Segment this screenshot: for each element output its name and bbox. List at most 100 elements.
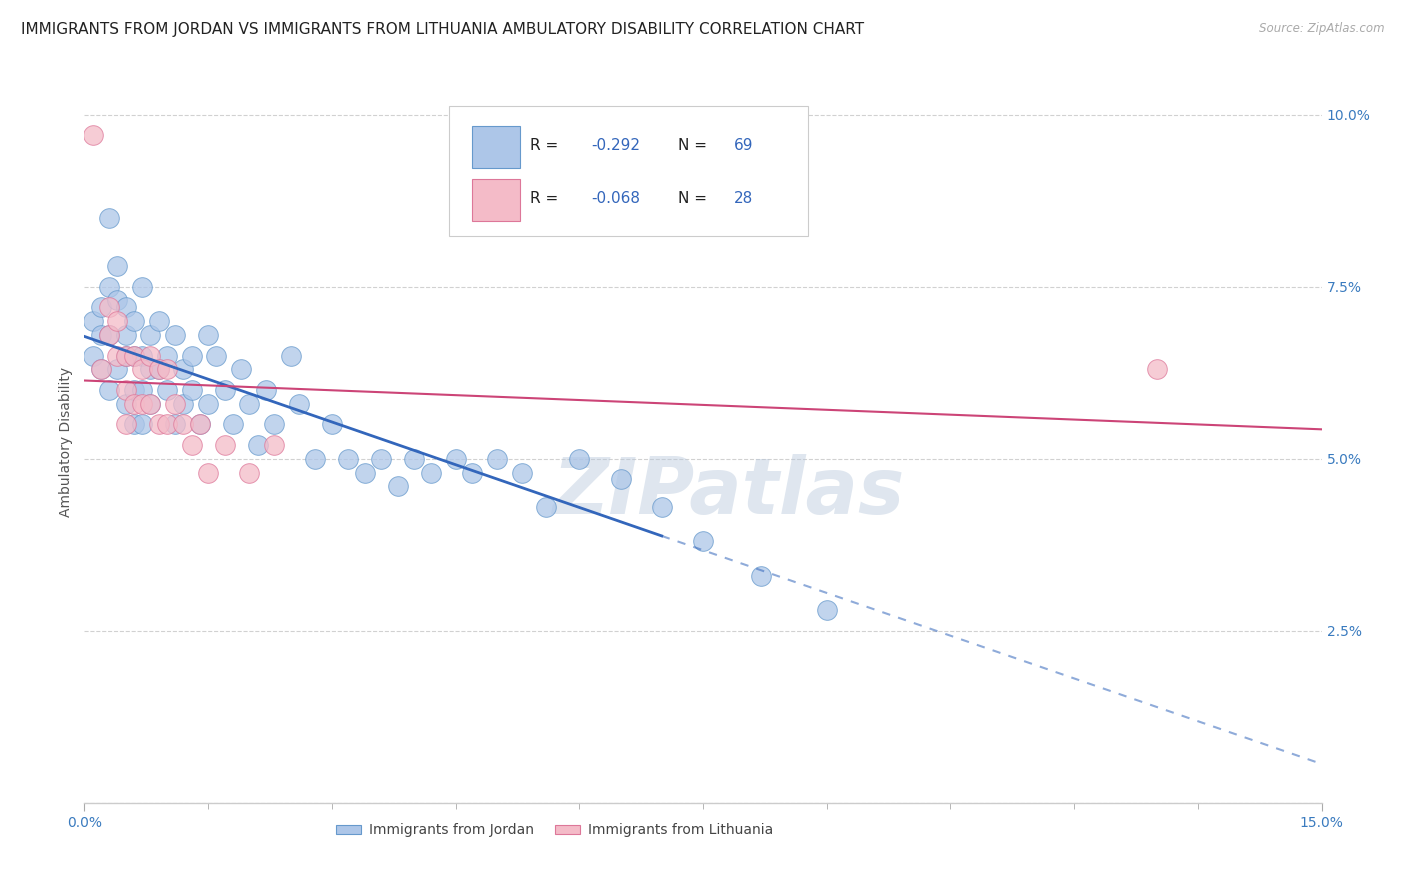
Point xyxy=(105,349,128,363)
Point xyxy=(1146,362,1168,376)
Text: 69: 69 xyxy=(734,137,754,153)
Point xyxy=(114,301,136,315)
Point xyxy=(82,314,104,328)
Point xyxy=(114,349,136,363)
Point xyxy=(98,327,121,342)
Point xyxy=(90,301,112,315)
Point xyxy=(280,349,302,363)
Point xyxy=(815,603,838,617)
Point xyxy=(749,568,772,582)
Point xyxy=(337,451,360,466)
Point xyxy=(238,466,260,480)
Point xyxy=(114,397,136,411)
Point xyxy=(214,383,236,397)
Point xyxy=(131,397,153,411)
Point xyxy=(172,362,194,376)
Text: 28: 28 xyxy=(734,191,754,205)
Point xyxy=(353,466,375,480)
Point xyxy=(114,383,136,397)
Point xyxy=(165,327,187,342)
Point xyxy=(139,397,162,411)
Point xyxy=(263,438,285,452)
Point xyxy=(98,211,121,225)
Point xyxy=(98,279,121,293)
Point xyxy=(122,383,145,397)
Point xyxy=(156,417,179,432)
Point xyxy=(122,349,145,363)
Point xyxy=(197,327,219,342)
Point xyxy=(98,383,121,397)
FancyBboxPatch shape xyxy=(450,105,808,235)
Text: R =: R = xyxy=(530,137,562,153)
Point xyxy=(82,349,104,363)
Point xyxy=(180,349,202,363)
Point xyxy=(419,466,441,480)
Point xyxy=(148,314,170,328)
Point xyxy=(122,397,145,411)
Text: R =: R = xyxy=(530,191,562,205)
FancyBboxPatch shape xyxy=(471,178,520,221)
Point xyxy=(304,451,326,466)
Legend: Immigrants from Jordan, Immigrants from Lithuania: Immigrants from Jordan, Immigrants from … xyxy=(330,818,779,843)
Point xyxy=(692,534,714,549)
Point xyxy=(288,397,311,411)
Point xyxy=(214,438,236,452)
Point xyxy=(238,397,260,411)
Point xyxy=(651,500,673,514)
Point xyxy=(82,128,104,143)
Point xyxy=(156,362,179,376)
Point xyxy=(197,397,219,411)
Point xyxy=(114,417,136,432)
Point xyxy=(165,397,187,411)
Point xyxy=(114,349,136,363)
Point xyxy=(98,301,121,315)
Point xyxy=(156,383,179,397)
Point xyxy=(536,500,558,514)
Point xyxy=(131,279,153,293)
Point xyxy=(90,362,112,376)
Point xyxy=(105,259,128,273)
Point xyxy=(387,479,409,493)
Point xyxy=(485,451,508,466)
Point xyxy=(404,451,426,466)
Point xyxy=(131,417,153,432)
Text: -0.292: -0.292 xyxy=(592,137,641,153)
Point xyxy=(461,466,484,480)
Point xyxy=(105,293,128,308)
Point xyxy=(510,466,533,480)
Point xyxy=(90,362,112,376)
Text: -0.068: -0.068 xyxy=(592,191,641,205)
Point xyxy=(370,451,392,466)
Point xyxy=(172,397,194,411)
Point xyxy=(609,472,631,486)
Point xyxy=(321,417,343,432)
Text: IMMIGRANTS FROM JORDAN VS IMMIGRANTS FROM LITHUANIA AMBULATORY DISABILITY CORREL: IMMIGRANTS FROM JORDAN VS IMMIGRANTS FRO… xyxy=(21,22,865,37)
Point xyxy=(114,327,136,342)
Text: ZIPatlas: ZIPatlas xyxy=(551,454,904,530)
Point xyxy=(131,362,153,376)
Point xyxy=(165,417,187,432)
Point xyxy=(180,383,202,397)
Point xyxy=(229,362,252,376)
Point xyxy=(148,362,170,376)
Text: N =: N = xyxy=(678,137,711,153)
Point xyxy=(139,349,162,363)
Point xyxy=(122,314,145,328)
Point xyxy=(105,314,128,328)
Y-axis label: Ambulatory Disability: Ambulatory Disability xyxy=(59,367,73,516)
Point xyxy=(246,438,269,452)
Point xyxy=(90,327,112,342)
Point xyxy=(254,383,277,397)
Point xyxy=(568,451,591,466)
Point xyxy=(188,417,211,432)
Text: Source: ZipAtlas.com: Source: ZipAtlas.com xyxy=(1260,22,1385,36)
Point xyxy=(148,417,170,432)
Point xyxy=(139,327,162,342)
Point xyxy=(131,349,153,363)
Point xyxy=(98,327,121,342)
Point xyxy=(105,362,128,376)
Point xyxy=(180,438,202,452)
Point xyxy=(172,417,194,432)
Point xyxy=(444,451,467,466)
FancyBboxPatch shape xyxy=(471,126,520,169)
